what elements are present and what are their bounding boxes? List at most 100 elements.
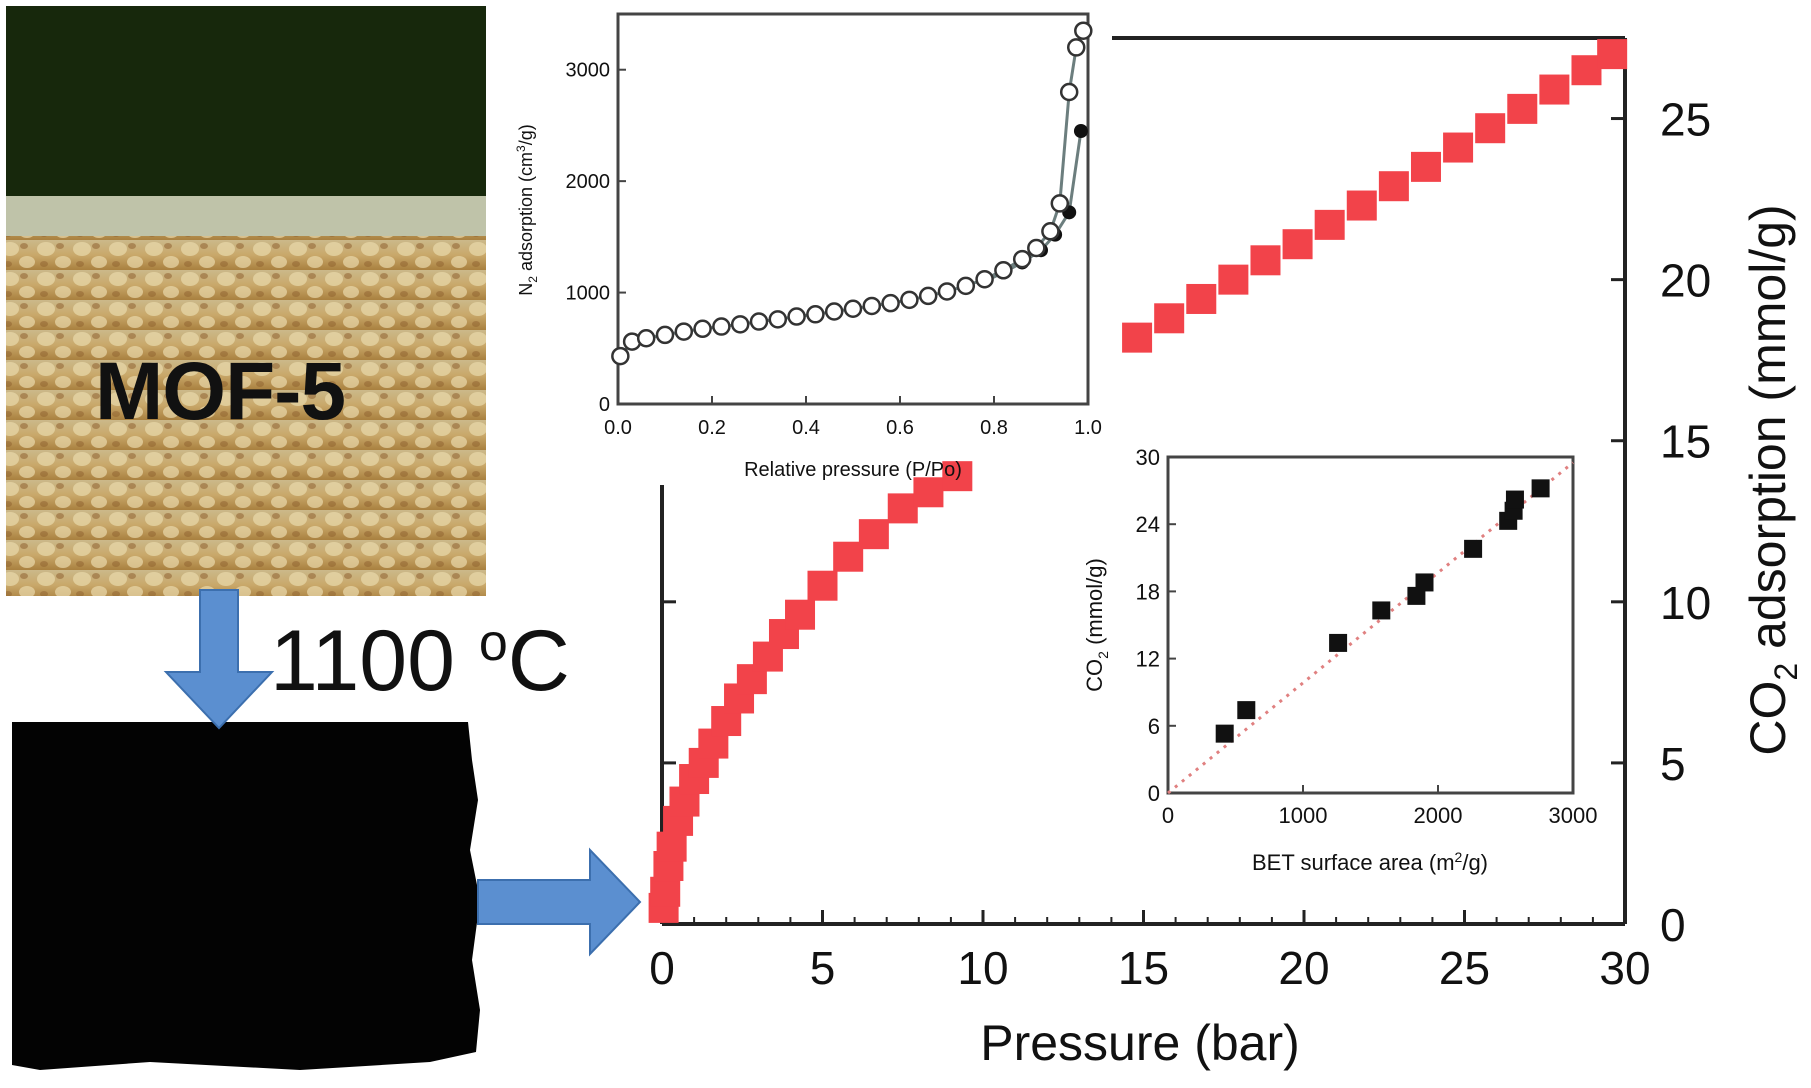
- bet-y-tick-label: 0: [1148, 781, 1160, 806]
- n2-adsorption-point: [806, 305, 825, 324]
- bet-y-tick-label: 12: [1136, 647, 1160, 672]
- n2-y-tick-label: 0: [599, 394, 610, 416]
- bet-trendline: [1167, 461, 1574, 795]
- main-x-tick-label: 5: [810, 942, 836, 994]
- main-co2-chart: 0 5 10 15 20 25 30 0 5 10 15 20 25 Pressure (bar) C…: [648, 36, 1804, 1071]
- mof5-label: MOF-5: [95, 346, 346, 437]
- carbon-sample: [12, 722, 480, 1070]
- co2-data-point: [1539, 74, 1570, 105]
- co2-data-point: [656, 831, 687, 862]
- bet-y-tick-label: 6: [1148, 714, 1160, 739]
- bet-data-point: [1464, 539, 1483, 558]
- co2-data-point: [833, 541, 864, 572]
- n2-y-tick-label: 3000: [566, 60, 611, 82]
- co2-data-point: [1122, 322, 1153, 353]
- n2-x-axis-label: Relative pressure (P/Po): [744, 459, 962, 481]
- right-arrow-icon: [477, 847, 642, 957]
- bet-y-tick-label: 30: [1136, 445, 1160, 470]
- co2-data-point: [1186, 283, 1217, 314]
- n2-adsorption-point: [956, 276, 976, 296]
- n2-x-tick-label: 0.0: [604, 417, 632, 439]
- n2-adsorption-point: [900, 290, 919, 310]
- n2-adsorption-point: [994, 261, 1013, 280]
- n2-adsorption-point: [843, 299, 863, 318]
- main-y-tick-label: 15: [1660, 416, 1711, 468]
- main-y-tick-label: 25: [1660, 94, 1711, 146]
- co2-data-point: [1282, 229, 1313, 260]
- co2-data-point: [1314, 209, 1345, 240]
- n2-y-tick-label: 2000: [566, 171, 611, 193]
- bet-data-point: [1215, 724, 1234, 743]
- bet-y-tick-label: 18: [1136, 579, 1160, 604]
- main-x-tick-label: 25: [1439, 942, 1490, 994]
- n2-adsorption-point: [918, 286, 938, 306]
- co2-data-point: [1218, 264, 1249, 295]
- n2-x-tick-label: 0.4: [792, 417, 820, 439]
- n2-x-tick-label: 0.6: [886, 417, 914, 439]
- main-x-tick-label: 30: [1599, 942, 1650, 994]
- co2-data-point: [1410, 151, 1441, 182]
- bet-data-point: [1329, 633, 1348, 652]
- bet-x-tick-label: 2000: [1414, 803, 1463, 828]
- n2-adsorption-point: [881, 293, 900, 313]
- co2-data-point: [1250, 245, 1281, 276]
- co2-data-point: [942, 461, 973, 492]
- co2-data-point: [1378, 171, 1409, 202]
- n2-inset-chart: 0.0 0.2 0.4 0.6 0.8 1.0 0 1000 2000 3000 Relative…: [514, 12, 1102, 481]
- main-x-tick-label: 0: [649, 942, 675, 994]
- n2-adsorption-point: [749, 312, 769, 331]
- co2-data-point: [650, 876, 681, 907]
- bet-x-axis-label: BET surface area (m2/g): [1252, 849, 1488, 875]
- co2-data-point: [887, 493, 918, 524]
- n2-adsorption-point: [824, 302, 844, 321]
- n2-adsorption-point: [975, 269, 994, 289]
- n2-adsorption-point: [1050, 194, 1070, 213]
- n2-adsorption-point: [1027, 238, 1046, 258]
- co2-data-point: [913, 477, 944, 508]
- n2-y-tick-label: 1000: [566, 283, 611, 305]
- bet-x-tick-label: 0: [1162, 803, 1174, 828]
- bet-y-tick-label: 24: [1136, 512, 1160, 537]
- n2-adsorption-point: [1067, 38, 1086, 57]
- n2-adsorption-point: [712, 317, 731, 336]
- main-y-axis-label: CO2 adsorption (mmol/g): [1740, 204, 1804, 755]
- n2-adsorption-point: [1012, 249, 1032, 269]
- n2-y-axis-label: N2 adsorption (cm3/g): [514, 124, 540, 295]
- bet-data-point: [1505, 490, 1524, 509]
- co2-data-point: [1346, 190, 1377, 221]
- n2-adsorption-point: [730, 315, 750, 334]
- temperature-label: 1100 oC: [270, 613, 570, 709]
- n2-adsorption-point: [862, 296, 882, 316]
- co2-data-point: [858, 519, 889, 550]
- main-x-axis-label: Pressure (bar): [980, 1015, 1300, 1071]
- bet-inset-chart: 0 1000 2000 3000 0 6 12 18 24 30 BET surface area…: [1082, 445, 1597, 875]
- n2-adsorption-point: [787, 307, 806, 326]
- co2-data-point: [1571, 55, 1602, 86]
- main-y-tick-label: 10: [1660, 577, 1711, 629]
- main-y-tick-label: 20: [1660, 255, 1711, 307]
- n2-x-tick-label: 0.8: [980, 417, 1008, 439]
- n2-x-tick-label: 1.0: [1074, 417, 1102, 439]
- n2-adsorption-point: [937, 282, 957, 301]
- bet-data-point: [1415, 573, 1434, 592]
- co2-data-point: [807, 570, 838, 601]
- n2-adsorption-point: [1059, 82, 1079, 102]
- bet-x-tick-label: 3000: [1549, 803, 1598, 828]
- n2-desorption-point: [1073, 124, 1088, 138]
- n2-adsorption-point: [768, 310, 788, 329]
- n2-inset-frame: [616, 12, 1090, 406]
- mof5-photo: [6, 6, 486, 596]
- main-y-tick-label: 5: [1660, 738, 1686, 790]
- n2-adsorption-point: [611, 346, 630, 366]
- co2-data-point: [1475, 113, 1506, 144]
- main-x-tick-label: 10: [957, 942, 1008, 994]
- bet-y-axis-label: CO2 (mmol/g): [1082, 558, 1111, 692]
- main-x-tick-label: 20: [1278, 942, 1329, 994]
- n2-adsorption-point: [1041, 222, 1060, 241]
- down-arrow-icon: [163, 589, 275, 730]
- co2-data-point: [1443, 132, 1474, 163]
- n2-adsorption-point: [674, 322, 694, 341]
- co2-data-point: [1597, 39, 1628, 70]
- co2-data-point: [1507, 93, 1538, 124]
